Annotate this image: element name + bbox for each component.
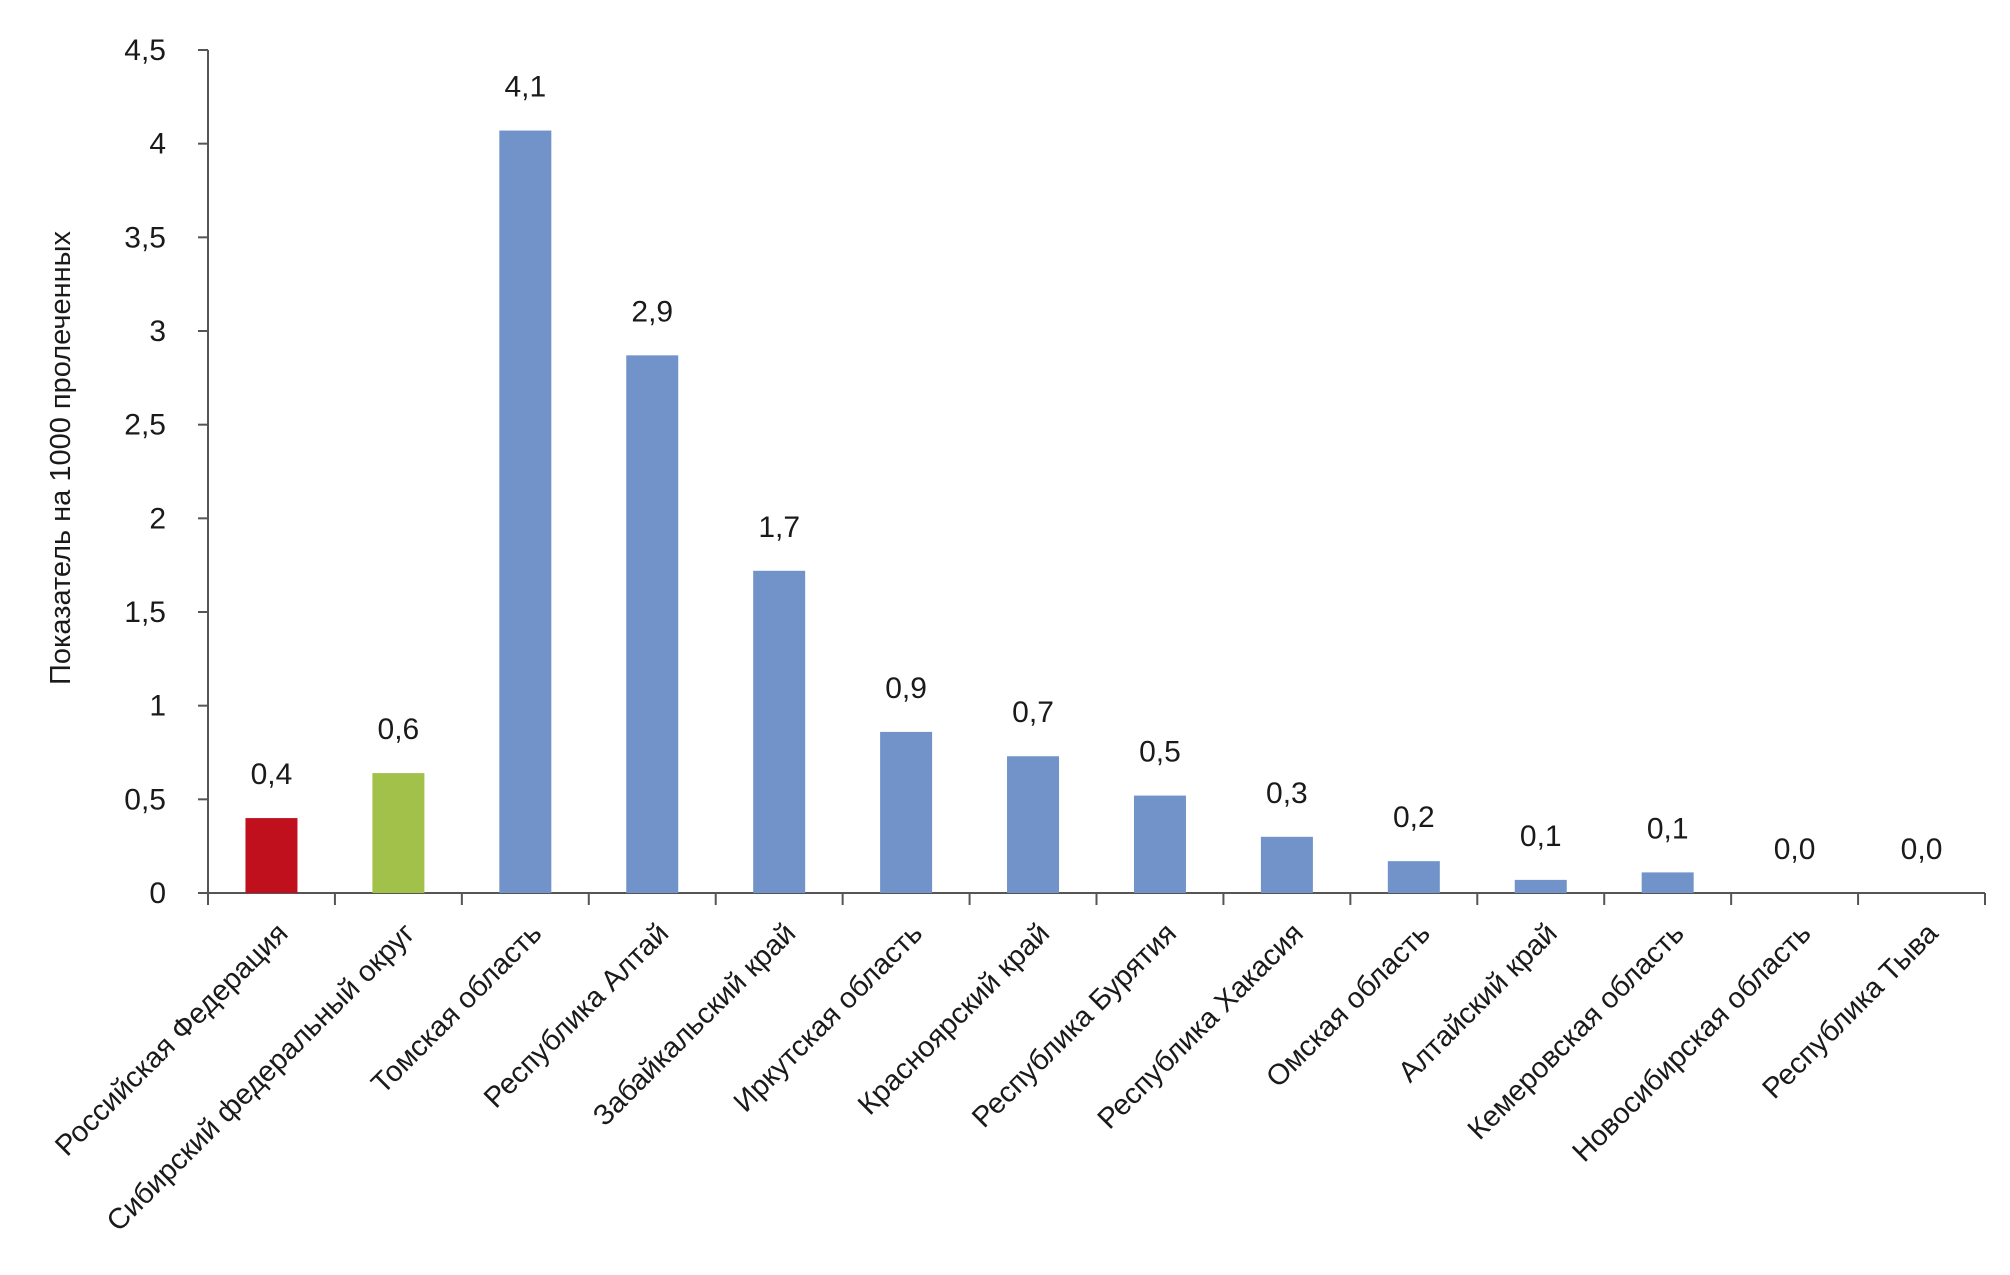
bar bbox=[880, 731, 933, 893]
data-label: 0,6 bbox=[378, 713, 420, 746]
x-axis bbox=[207, 892, 1986, 905]
data-label: 0,2 bbox=[1393, 801, 1435, 834]
data-label: 0,9 bbox=[885, 672, 927, 705]
data-labels: 0,4 0,6 4,1 2,9 1,7 0,9 0,7 0,5 0,3 0,2 0,1 0,1 0,0 0… bbox=[251, 71, 1943, 866]
data-label: 2,9 bbox=[631, 295, 673, 328]
y-axis-title: Показатель на 1000 пролеченных bbox=[45, 231, 77, 685]
category-label: Российская Федерация bbox=[49, 917, 294, 1162]
bar bbox=[1387, 861, 1440, 893]
category-label: Республика Бурятия bbox=[966, 917, 1183, 1134]
bar bbox=[1133, 795, 1186, 893]
data-label: 0,1 bbox=[1520, 820, 1562, 853]
data-label: 0,4 bbox=[251, 758, 293, 791]
y-tick-label: 1,5 bbox=[124, 596, 166, 629]
bar bbox=[753, 570, 806, 893]
data-label: 0,0 bbox=[1901, 833, 1943, 866]
y-tick-label: 3 bbox=[149, 315, 166, 348]
y-tick-label: 0 bbox=[149, 877, 166, 910]
bar bbox=[372, 773, 425, 893]
data-label: 0,0 bbox=[1774, 833, 1816, 866]
y-tick-label: 4 bbox=[149, 128, 166, 161]
bar bbox=[1514, 879, 1567, 893]
category-label: Республика Хакасия bbox=[1092, 917, 1310, 1135]
y-tick-label: 0,5 bbox=[124, 783, 166, 816]
bar bbox=[626, 355, 679, 893]
y-axis: 0 0,5 1 1,5 2 2,5 3 3,5 4 4,5 bbox=[124, 34, 209, 910]
bar bbox=[1260, 836, 1313, 893]
bar bbox=[1007, 756, 1060, 893]
bar bbox=[245, 818, 298, 893]
category-label: Кемеровская область bbox=[1462, 917, 1691, 1146]
y-tick-label: 1 bbox=[149, 690, 166, 723]
data-label: 0,5 bbox=[1139, 736, 1181, 769]
y-tick-label: 4,5 bbox=[124, 34, 166, 67]
bar bbox=[1641, 872, 1694, 893]
y-tick-label: 3,5 bbox=[124, 221, 166, 254]
bars bbox=[245, 130, 1694, 893]
data-label: 0,1 bbox=[1647, 812, 1689, 845]
data-label: 1,7 bbox=[758, 511, 800, 544]
bar bbox=[499, 130, 552, 893]
data-label: 0,3 bbox=[1266, 777, 1308, 810]
y-tick-label: 2,5 bbox=[124, 409, 166, 442]
data-label: 4,1 bbox=[504, 71, 546, 104]
category-label: Новосибирская область bbox=[1567, 917, 1818, 1168]
data-label: 0,7 bbox=[1012, 696, 1054, 729]
y-tick-label: 2 bbox=[149, 502, 166, 535]
